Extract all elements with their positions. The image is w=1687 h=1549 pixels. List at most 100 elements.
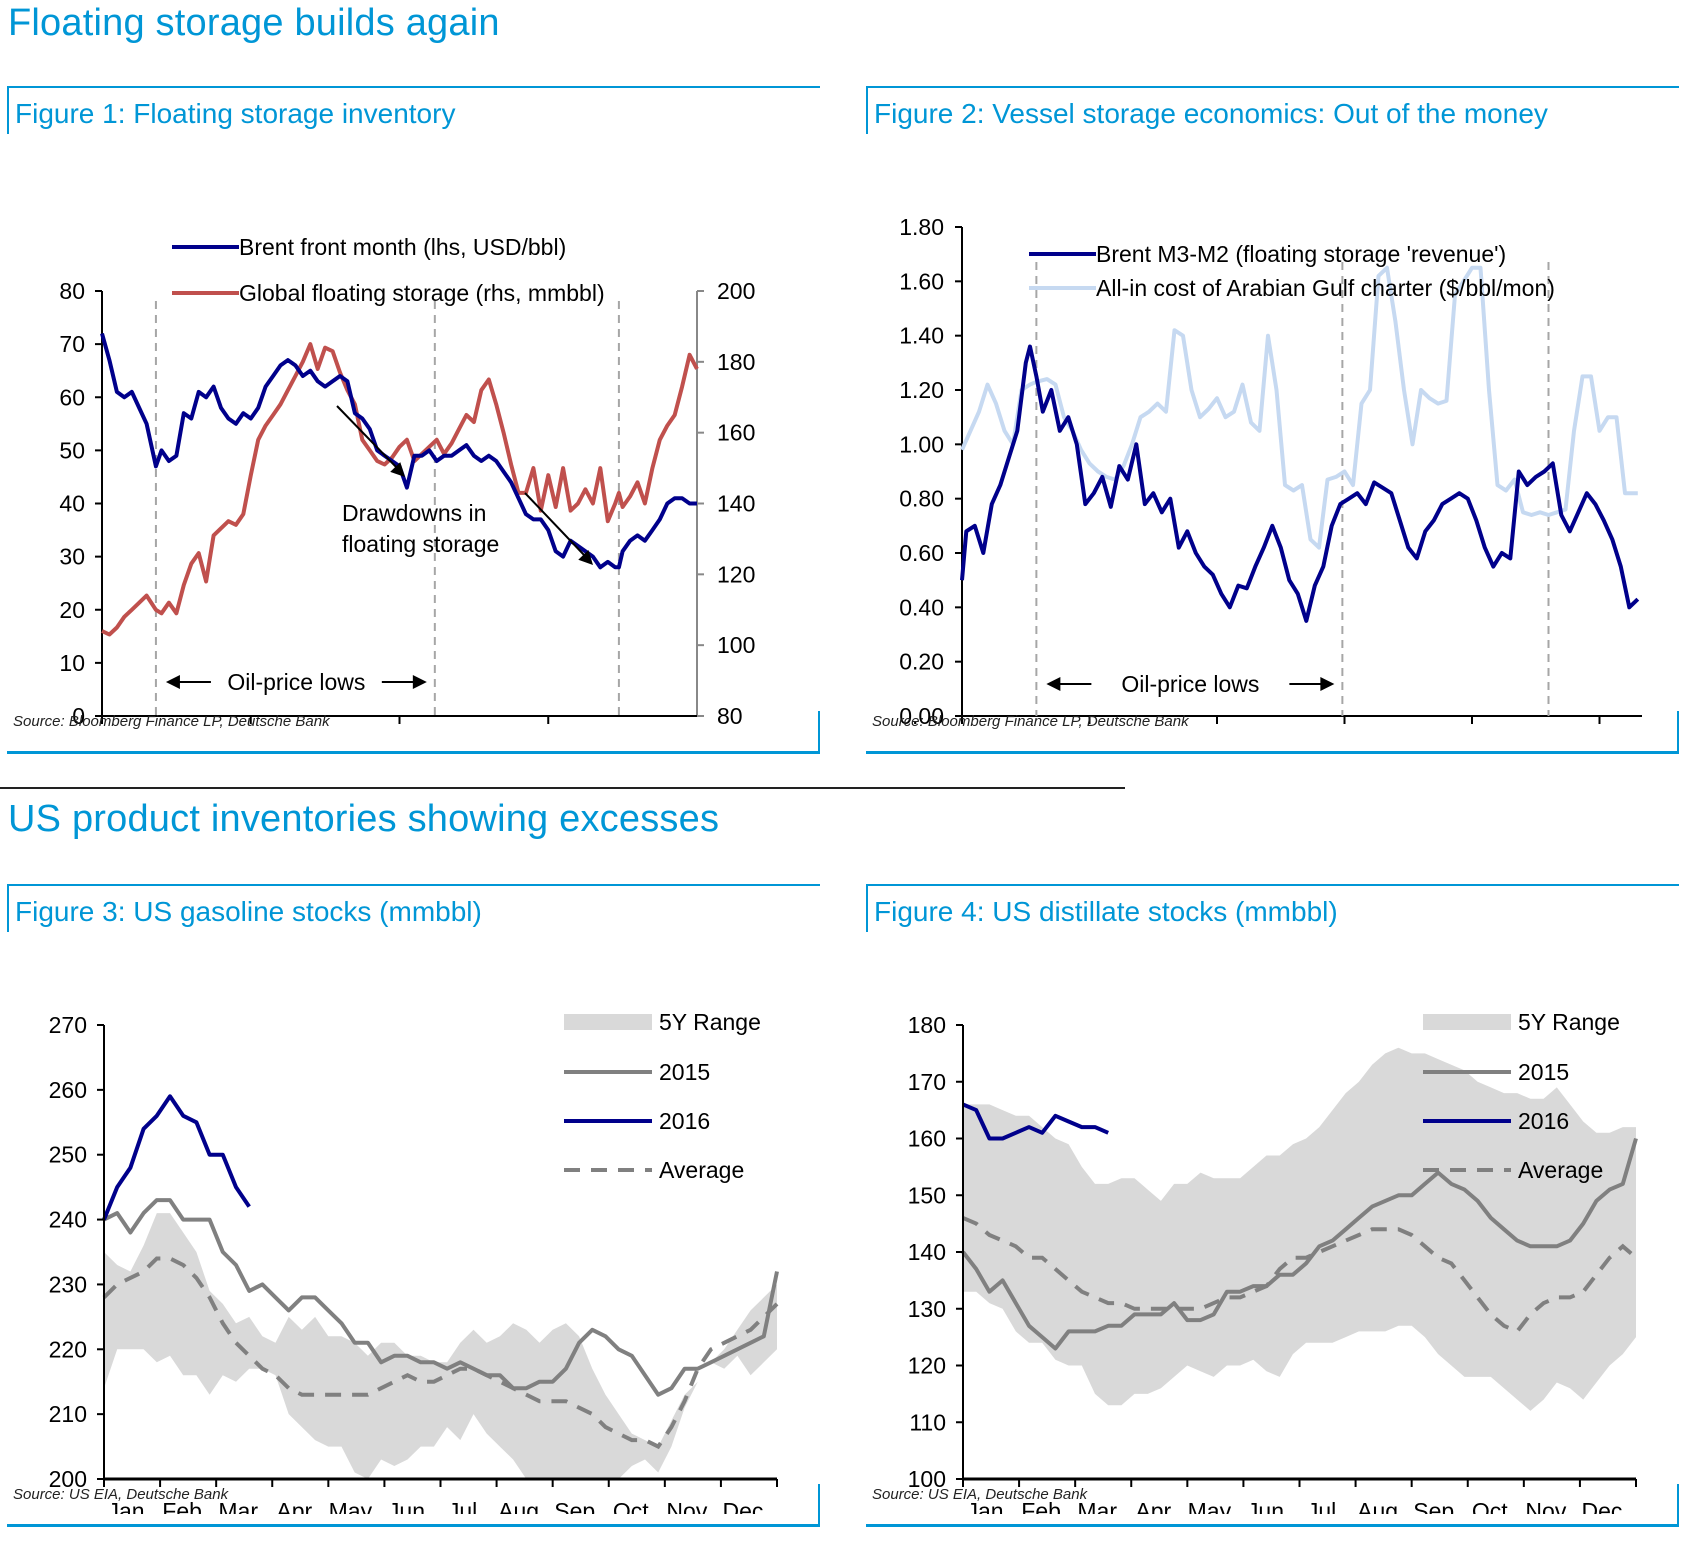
x-tick-label: Oct xyxy=(613,1498,649,1514)
figure-2-title: Figure 2: Vessel storage economics: Out … xyxy=(874,98,1548,129)
x-tick-label: Feb xyxy=(162,1498,202,1514)
annotation-drawdown-arrow-1-head xyxy=(390,462,405,477)
series-line-2015 xyxy=(961,1137,1638,1351)
x-tick-label: Dec xyxy=(723,1498,764,1514)
annotation-drawdown-arrow-1 xyxy=(336,405,400,471)
y-tick-label: 270 xyxy=(49,1012,87,1038)
series-line-brent-m3-m2 xyxy=(960,344,1640,623)
annotation-arrow-right-head xyxy=(1320,677,1335,691)
annotation-arrow-left-head xyxy=(1046,677,1061,691)
figure-4-chart: 100 110 120 130 140 150 160 170 180 Jan Feb Mar Apr M… xyxy=(908,1009,1638,1514)
series-area-5y-range xyxy=(963,1047,1636,1411)
figure-3-footer: Source: US EIA, Deutsche Bank xyxy=(7,1484,820,1527)
x-tick-label: Jun xyxy=(388,1498,425,1514)
y-tick-label: 200 xyxy=(49,1466,87,1492)
figure-4-source: Source: US EIA, Deutsche Bank xyxy=(872,1486,1088,1503)
legend-label-2015: 2015 xyxy=(1518,1059,1569,1085)
x-tick-label: Mar xyxy=(1077,1498,1117,1514)
legend-label-average: Average xyxy=(659,1157,744,1183)
section-divider xyxy=(0,787,1125,789)
y-tick-label: 120 xyxy=(908,1353,946,1379)
series-line-charter-cost xyxy=(960,265,1638,550)
x-tick-label: Sep-15 xyxy=(1307,733,1381,736)
legend-label-5y-range: 5Y Range xyxy=(659,1009,761,1035)
x-tick-label: Jul xyxy=(1307,1498,1336,1514)
y-left-tick-label: 0 xyxy=(72,703,85,729)
y-tick-label: 0.80 xyxy=(899,486,944,512)
series-line-floating-storage xyxy=(101,342,699,637)
annotation-drawdown-arrow-2-head xyxy=(578,550,593,565)
y-left-tick-label: 80 xyxy=(59,278,85,304)
legend-label-charter-cost: All-in cost of Arabian Gulf charter ($/b… xyxy=(1096,275,1555,301)
figure-2-panel: Figure 2: Vessel storage economics: Out … xyxy=(866,86,1679,756)
series-line-2015 xyxy=(103,1198,779,1397)
legend-label-average: Average xyxy=(1518,1157,1603,1183)
annotation-oil-price-lows: Oil-price lows xyxy=(1121,671,1259,697)
y-tick-label: 0.40 xyxy=(899,594,944,620)
y-tick-label: 170 xyxy=(908,1069,946,1095)
x-tick-label: Jan xyxy=(966,1498,1003,1514)
annotation-drawdown-arrow-2 xyxy=(524,492,586,557)
x-tick-label: Apr xyxy=(276,1498,312,1514)
legend-label-2016: 2016 xyxy=(659,1108,710,1134)
x-tick-label: Jun xyxy=(1247,1498,1284,1514)
x-tick-label: Jun-15 xyxy=(1182,733,1252,736)
figure-3-chart: 200 210 220 230 240 250 260 270 Jan Feb Mar Apr May J… xyxy=(49,1009,779,1514)
x-tick-label: Sep xyxy=(1413,1498,1454,1514)
legend-label-floating-storage: Global floating storage (rhs, mmbbl) xyxy=(239,280,605,306)
y-tick-label: 210 xyxy=(49,1401,87,1427)
y-tick-label: 1.60 xyxy=(899,268,944,294)
figure-1-footer: Source: Bloomberg Finance LP, Deutsche B… xyxy=(7,711,820,754)
x-tick-label: Aug-15 xyxy=(362,733,436,736)
y-left-tick-label: 50 xyxy=(59,437,85,463)
x-tick-label: Feb xyxy=(1021,1498,1061,1514)
y-left-tick-label: 70 xyxy=(59,331,85,357)
legend-label-brent: Brent front month (lhs, USD/bbl) xyxy=(239,234,566,260)
figure-2-header: Figure 2: Vessel storage economics: Out … xyxy=(866,86,1679,134)
y-tick-label: 180 xyxy=(908,1012,946,1038)
figure-2-chart: 0.00 0.20 0.40 0.60 0.80 1.00 1.20 1.40 1.60 1.80… xyxy=(899,214,1642,736)
legend-swatch-5y-range xyxy=(1423,1014,1511,1030)
y-tick-label: 140 xyxy=(908,1239,946,1265)
figure-4-footer: Source: US EIA, Deutsche Bank xyxy=(866,1484,1679,1527)
legend-label-2015: 2015 xyxy=(659,1059,710,1085)
x-tick-label: Mar xyxy=(218,1498,258,1514)
annotation-oil-price-lows: Oil-price lows xyxy=(227,669,365,695)
y-right-tick-label: 180 xyxy=(717,349,755,375)
y-right-tick-label: 80 xyxy=(717,703,743,729)
figure-3-panel: Figure 3: US gasoline stocks (mmbbl) 200… xyxy=(7,884,820,1529)
y-tick-label: 230 xyxy=(49,1271,87,1297)
figure-4-header: Figure 4: US distillate stocks (mmbbl) xyxy=(866,884,1679,932)
x-tick-label: Aug xyxy=(1357,1498,1398,1514)
series-line-2016 xyxy=(102,1094,251,1221)
figure-1-panel: Figure 1: Floating storage inventory 0 10… xyxy=(7,86,820,756)
y-tick-label: 220 xyxy=(49,1336,87,1362)
figure-1-header: Figure 1: Floating storage inventory xyxy=(7,86,820,134)
y-tick-label: 1.80 xyxy=(899,214,944,240)
x-tick-label: May xyxy=(1188,1498,1232,1514)
y-tick-label: 1.00 xyxy=(899,431,944,457)
y-tick-label: 150 xyxy=(908,1182,946,1208)
x-tick-label: Mar-16 xyxy=(1563,733,1636,736)
section-title-us-products: US product inventories showing excesses xyxy=(8,798,720,840)
x-tick-label: Apr-15 xyxy=(216,733,285,736)
y-tick-label: 160 xyxy=(908,1126,946,1152)
y-tick-label: 100 xyxy=(908,1466,946,1492)
section-title-floating-storage: Floating storage builds again xyxy=(8,2,500,44)
x-tick-label: Dec-14 xyxy=(65,733,139,736)
x-tick-label: Dec-15 xyxy=(1435,733,1509,736)
y-tick-label: 110 xyxy=(909,1409,946,1435)
y-left-tick-label: 40 xyxy=(59,491,85,517)
x-tick-label: Dec xyxy=(1582,1498,1623,1514)
legend-label-5y-range: 5Y Range xyxy=(1518,1009,1620,1035)
y-right-tick-label: 120 xyxy=(717,561,755,587)
series-line-average xyxy=(962,1216,1638,1334)
figure-1-chart: 0 10 20 30 40 50 60 70 80 80 100 120 140 160 180 200 Dec… xyxy=(59,234,755,736)
y-tick-label: 0.00 xyxy=(899,703,944,729)
legend-swatch-5y-range xyxy=(564,1014,652,1030)
y-right-tick-label: 200 xyxy=(717,278,755,304)
figure-3-header: Figure 3: US gasoline stocks (mmbbl) xyxy=(7,884,820,932)
x-tick-label: Nov xyxy=(666,1498,707,1514)
series-line-average xyxy=(102,1256,779,1450)
y-tick-label: 250 xyxy=(49,1142,87,1168)
